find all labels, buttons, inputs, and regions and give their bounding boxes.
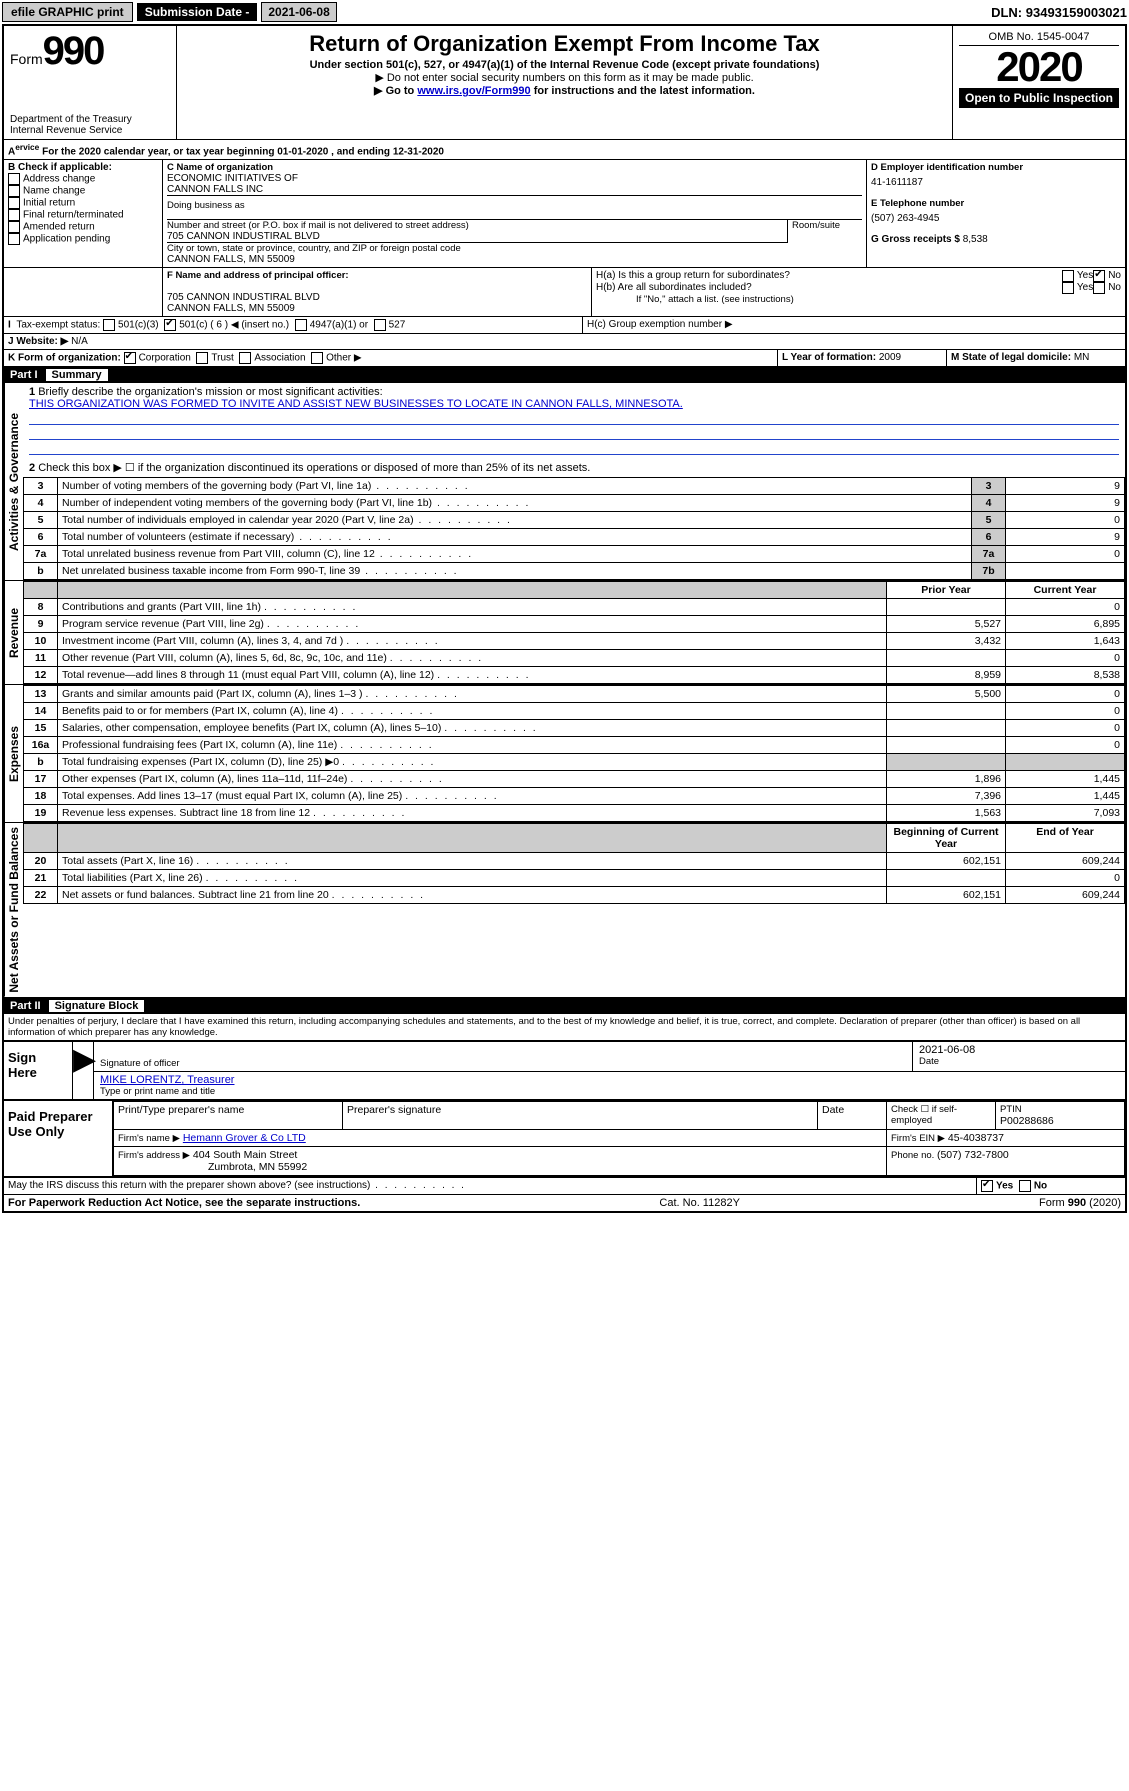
officer-name: MIKE LORENTZ, Treasurer — [100, 1074, 1119, 1086]
subtitle: Under section 501(c), 527, or 4947(a)(1)… — [183, 59, 946, 71]
net-table: Beginning of Current YearEnd of Year20To… — [23, 823, 1125, 904]
footer: For Paperwork Reduction Act Notice, see … — [2, 1195, 1127, 1213]
table-row: 4Number of independent voting members of… — [24, 495, 1125, 512]
box-f: F Name and address of principal officer:… — [163, 268, 592, 316]
perjury-text: Under penalties of perjury, I declare th… — [4, 1014, 1125, 1040]
table-row: 15Salaries, other compensation, employee… — [24, 720, 1125, 737]
sign-here-block: Sign Here ▶ Signature of officer 2021-06… — [2, 1041, 1127, 1101]
table-row: bTotal fundraising expenses (Part IX, co… — [24, 754, 1125, 771]
paid-preparer-label: Paid Preparer Use Only — [4, 1101, 113, 1176]
table-header-row: Beginning of Current YearEnd of Year — [24, 824, 1125, 853]
form990-link[interactable]: www.irs.gov/Form990 — [417, 85, 530, 97]
tax-year: 2020 — [959, 46, 1119, 88]
revenue-section: Revenue Prior YearCurrent Year8Contribut… — [2, 581, 1127, 685]
period-row: Aervice For the 2020 calendar year, or t… — [2, 140, 1127, 160]
open-inspection: Open to Public Inspection — [959, 88, 1119, 108]
table-row: 18Total expenses. Add lines 13–17 (must … — [24, 788, 1125, 805]
expenses-table: 13Grants and similar amounts paid (Part … — [23, 685, 1125, 822]
expenses-section: Expenses 13Grants and similar amounts pa… — [2, 685, 1127, 823]
box-hc: H(c) Group exemption number ▶ — [583, 317, 1125, 333]
title-col: Return of Organization Exempt From Incom… — [177, 26, 953, 139]
vlabel-net: Net Assets or Fund Balances — [4, 823, 23, 997]
fh-row: F Name and address of principal officer:… — [2, 268, 1127, 317]
vlabel-revenue: Revenue — [4, 581, 23, 684]
right-col: OMB No. 1545-0047 2020 Open to Public In… — [953, 26, 1125, 139]
table-row: bNet unrelated business taxable income f… — [24, 563, 1125, 580]
part1-header: Part I Summary — [2, 367, 1127, 383]
submission-label: Submission Date - — [137, 3, 258, 21]
table-row: 13Grants and similar amounts paid (Part … — [24, 686, 1125, 703]
efile-button[interactable]: efile GRAPHIC print — [2, 2, 133, 22]
part2-header: Part II Signature Block — [2, 998, 1127, 1014]
table-row: 5Total number of individuals employed in… — [24, 512, 1125, 529]
box-h: H(a) Is this a group return for subordin… — [592, 268, 1125, 316]
j-row: J Website: ▶ N/A — [2, 334, 1127, 350]
table-header-row: Prior YearCurrent Year — [24, 582, 1125, 599]
discuss-row: May the IRS discuss this return with the… — [2, 1178, 1127, 1195]
dept-treasury: Department of the Treasury — [10, 114, 170, 125]
table-row: 19Revenue less expenses. Subtract line 1… — [24, 805, 1125, 822]
form-header: Form990 Department of the Treasury Inter… — [2, 24, 1127, 140]
box-deg: D Employer identification number 41-1611… — [867, 160, 1125, 267]
note-link: ▶ Go to www.irs.gov/Form990 for instruct… — [183, 84, 946, 97]
revenue-table: Prior YearCurrent Year8Contributions and… — [23, 581, 1125, 684]
table-row: 6Total number of volunteers (estimate if… — [24, 529, 1125, 546]
i-row: I Tax-exempt status: 501(c)(3) 501(c) ( … — [2, 317, 1127, 334]
table-row: 10Investment income (Part VIII, column (… — [24, 633, 1125, 650]
table-row: 17Other expenses (Part IX, column (A), l… — [24, 771, 1125, 788]
table-row: 20Total assets (Part X, line 16) 602,151… — [24, 853, 1125, 870]
note-ssn: ▶ Do not enter social security numbers o… — [183, 71, 946, 84]
table-row: 12Total revenue—add lines 8 through 11 (… — [24, 667, 1125, 684]
paid-preparer-block: Paid Preparer Use Only Print/Type prepar… — [2, 1101, 1127, 1178]
table-row: 22Net assets or fund balances. Subtract … — [24, 887, 1125, 904]
sign-here-label: Sign Here — [4, 1042, 73, 1099]
governance-section: Activities & Governance 1 Briefly descri… — [2, 383, 1127, 581]
governance-table: 3Number of voting members of the governi… — [23, 477, 1125, 580]
netassets-section: Net Assets or Fund Balances Beginning of… — [2, 823, 1127, 998]
entity-info: B Check if applicable: Address change Na… — [2, 160, 1127, 268]
mission-text: THIS ORGANIZATION WAS FORMED TO INVITE A… — [29, 398, 683, 410]
dept-irs: Internal Revenue Service — [10, 125, 170, 136]
vlabel-expenses: Expenses — [4, 685, 23, 822]
table-row: 3Number of voting members of the governi… — [24, 478, 1125, 495]
dln: DLN: 93493159003021 — [991, 5, 1127, 20]
box-c: C Name of organization ECONOMIC INITIATI… — [163, 160, 867, 267]
klm-row: K Form of organization: Corporation Trus… — [2, 350, 1127, 367]
topbar: efile GRAPHIC print Submission Date - 20… — [2, 2, 1127, 22]
table-row: 14Benefits paid to or for members (Part … — [24, 703, 1125, 720]
table-row: 16aProfessional fundraising fees (Part I… — [24, 737, 1125, 754]
form-title: Return of Organization Exempt From Incom… — [183, 31, 946, 57]
table-row: 21Total liabilities (Part X, line 26) 0 — [24, 870, 1125, 887]
vlabel-governance: Activities & Governance — [4, 383, 23, 580]
form-number-col: Form990 Department of the Treasury Inter… — [4, 26, 177, 139]
table-row: 8Contributions and grants (Part VIII, li… — [24, 599, 1125, 616]
table-row: 7aTotal unrelated business revenue from … — [24, 546, 1125, 563]
table-row: 9Program service revenue (Part VIII, lin… — [24, 616, 1125, 633]
box-b: B Check if applicable: Address change Na… — [4, 160, 163, 267]
table-row: 11Other revenue (Part VIII, column (A), … — [24, 650, 1125, 667]
submission-date: 2021-06-08 — [261, 2, 336, 22]
